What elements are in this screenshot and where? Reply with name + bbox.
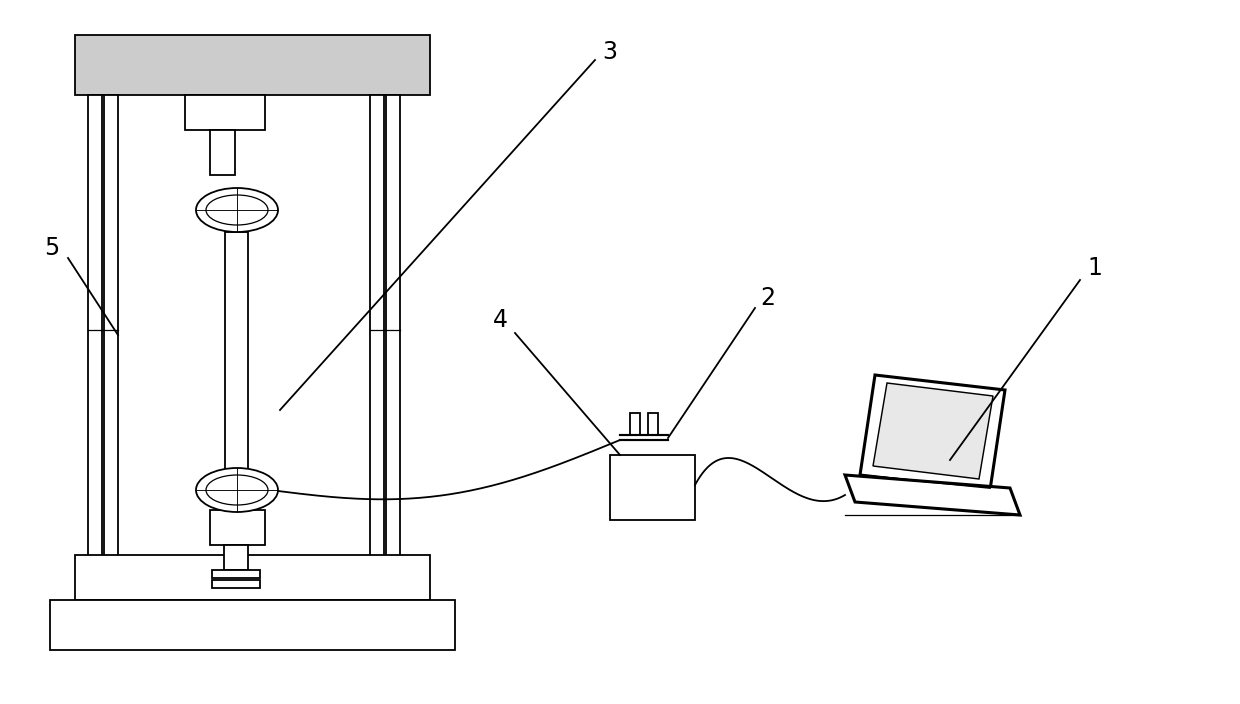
Bar (74, 555, 430, 600)
Bar (212, 570, 260, 578)
Text: 5: 5 (45, 236, 60, 260)
Bar (210, 510, 265, 545)
Bar (210, 130, 236, 175)
Bar (224, 545, 248, 570)
Bar (212, 580, 260, 588)
Bar (104, 95, 118, 570)
Bar (630, 413, 640, 435)
Polygon shape (844, 475, 1021, 515)
Text: 4: 4 (492, 308, 507, 332)
Bar (88, 95, 102, 570)
Ellipse shape (206, 475, 268, 505)
Bar (185, 95, 265, 130)
Bar (370, 95, 384, 570)
Bar (50, 600, 455, 650)
Ellipse shape (196, 468, 278, 512)
Bar (224, 232, 248, 480)
Ellipse shape (206, 195, 268, 225)
Text: 1: 1 (1087, 256, 1102, 280)
Bar (649, 413, 658, 435)
Polygon shape (861, 375, 1004, 490)
Text: 3: 3 (603, 40, 618, 64)
Bar (610, 455, 694, 520)
Polygon shape (873, 383, 993, 479)
Ellipse shape (196, 188, 278, 232)
Text: 2: 2 (760, 286, 775, 310)
Bar (386, 95, 401, 570)
Bar (74, 35, 430, 95)
